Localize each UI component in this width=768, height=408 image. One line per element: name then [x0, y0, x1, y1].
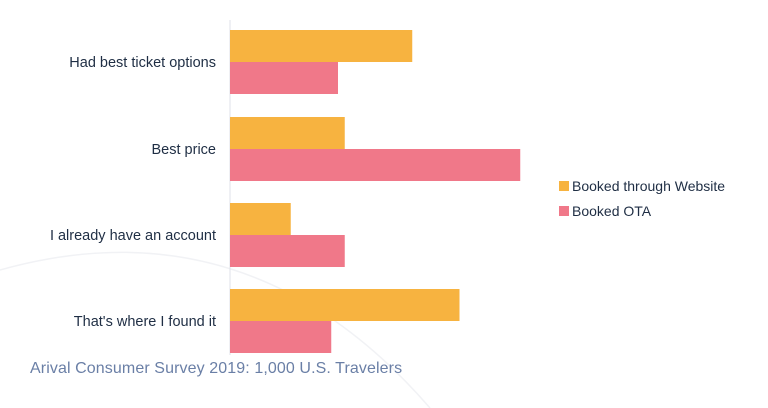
legend-swatch-ota [559, 206, 569, 216]
category-label-2: I already have an account [50, 228, 216, 244]
category-label-0: Had best ticket options [69, 55, 216, 71]
legend: Booked through Website Booked OTA [559, 178, 725, 219]
bar-website-2 [230, 203, 291, 235]
bar-ota-2 [230, 235, 345, 267]
bar-website-3 [230, 289, 460, 321]
category-labels: Had best ticket options Best price I alrea… [50, 55, 216, 330]
legend-swatch-website [559, 181, 569, 191]
category-label-3: That's where I found it [74, 314, 216, 330]
bar-ota-0 [230, 62, 338, 94]
bar-ota-3 [230, 321, 332, 353]
bar-website-0 [230, 30, 413, 62]
category-label-1: Best price [152, 142, 216, 158]
legend-label-ota: Booked OTA [572, 203, 652, 219]
bar-website-1 [230, 117, 345, 149]
bars-group [230, 30, 521, 353]
bar-ota-1 [230, 149, 521, 181]
source-note: Arival Consumer Survey 2019: 1,000 U.S. … [30, 360, 403, 377]
legend-label-website: Booked through Website [572, 178, 725, 194]
